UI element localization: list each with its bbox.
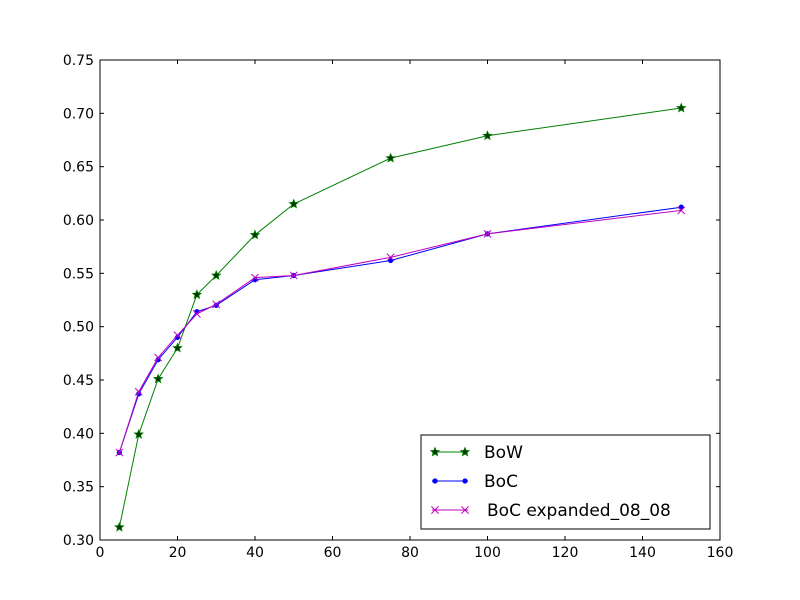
legend-marker [431, 506, 439, 514]
data-point-boc-expanded-08-08 [212, 300, 221, 309]
data-point-boc-expanded-08-08 [483, 229, 492, 238]
x-marker-stroke [212, 300, 221, 309]
x-marker-stroke [134, 387, 143, 396]
legend-marker [432, 478, 438, 484]
data-point-boc-expanded-08-08 [134, 387, 143, 396]
legend-marker [459, 446, 471, 457]
legend-marker [429, 446, 441, 457]
legend-item-boc: BoC [432, 472, 518, 492]
data-point-bow [482, 130, 493, 141]
data-point-boc [387, 257, 394, 264]
x-marker-stroke [431, 506, 439, 514]
x-tick-label: 140 [629, 545, 656, 561]
data-point-boc-expanded-08-08 [677, 206, 686, 215]
data-point-bow [385, 152, 396, 163]
data-point-boc-expanded-08-08 [386, 253, 395, 262]
data-point-boc-expanded-08-08 [192, 309, 201, 318]
y-tick-label: 0.50 [63, 320, 94, 336]
legend: BoW BoC BoC expanded_08_08 [420, 434, 711, 530]
x-tick-label: 0 [96, 545, 105, 561]
axis-ticks: 0 20 40 60 80 100 120 140 160 0.30 0.35 0.40 0.45 0.5… [63, 53, 734, 561]
x-tick-label: 60 [324, 545, 342, 561]
data-point-boc-expanded-08-08 [289, 271, 298, 280]
x-tick-label: 20 [169, 545, 187, 561]
data-point-bow [210, 269, 222, 280]
x-marker-stroke [677, 206, 686, 215]
data-point-bow [114, 521, 125, 532]
data-point-bow [288, 198, 300, 209]
legend-label: BoC [484, 472, 518, 492]
x-marker-stroke [115, 448, 124, 457]
legend-item-boc-expanded-08-08: BoC expanded_08_08 [431, 501, 671, 521]
x-marker-stroke [289, 271, 298, 280]
legend-item-bow: BoW [429, 443, 523, 463]
x-marker-stroke [251, 273, 259, 282]
x-marker-stroke [386, 253, 395, 262]
data-point-bow [675, 102, 687, 113]
x-marker-stroke [173, 331, 182, 340]
legend-label: BoW [484, 443, 523, 463]
x-tick-label: 100 [474, 545, 501, 561]
y-tick-label: 0.65 [63, 160, 94, 176]
data-point-boc-expanded-08-08 [251, 273, 259, 282]
x-tick-label: 40 [246, 545, 264, 561]
y-tick-label: 0.70 [63, 106, 94, 122]
data-point-bow [152, 373, 164, 384]
y-tick-label: 0.75 [63, 53, 94, 69]
y-tick-label: 0.30 [63, 533, 94, 549]
data-point-boc-expanded-08-08 [115, 448, 124, 457]
x-tick-label: 80 [401, 545, 419, 561]
data-point-boc-expanded-08-08 [154, 353, 163, 362]
y-tick-label: 0.35 [63, 480, 94, 496]
x-marker-stroke [483, 229, 492, 238]
x-marker-stroke [154, 353, 163, 362]
legend-marker [462, 478, 468, 484]
data-point-bow [249, 229, 261, 240]
legend-label: BoC expanded_08_08 [487, 501, 671, 521]
data-point-bow [172, 342, 183, 353]
y-tick-label: 0.45 [63, 373, 94, 389]
x-tick-label: 160 [707, 545, 734, 561]
x-tick-label: 120 [552, 545, 579, 561]
series-boc-expanded-08-08 [115, 206, 686, 457]
legend-marker [461, 506, 469, 514]
x-marker-stroke [192, 309, 201, 318]
data-point-bow [191, 289, 203, 300]
data-point-boc [678, 204, 684, 210]
x-marker-stroke [461, 506, 469, 514]
data-point-boc-expanded-08-08 [173, 331, 182, 340]
series-layer [114, 102, 687, 532]
y-tick-label: 0.40 [63, 426, 94, 442]
data-point-bow [133, 428, 145, 439]
series-bow [114, 102, 687, 532]
y-tick-label: 0.55 [63, 266, 94, 282]
y-tick-label: 0.60 [63, 213, 94, 229]
